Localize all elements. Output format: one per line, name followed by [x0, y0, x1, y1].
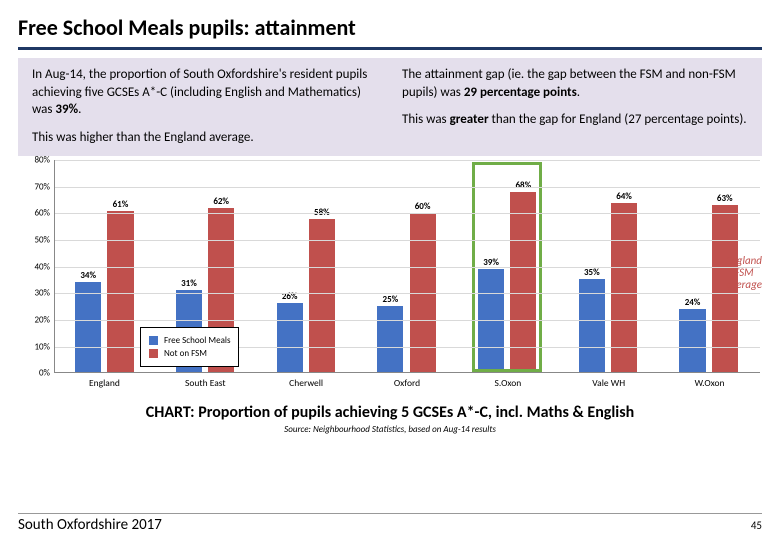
gridline	[55, 187, 760, 188]
bar-value-label: 63%	[712, 193, 738, 204]
page: Free School Meals pupils: attainment In …	[0, 0, 780, 540]
info-left: In Aug-14, the proportion of South Oxfor…	[32, 66, 378, 146]
gridline	[55, 240, 760, 241]
y-tick: 80%	[34, 155, 50, 166]
x-label: Vale WH	[558, 373, 659, 395]
y-tick: 30%	[34, 288, 50, 299]
bar-value-label: 60%	[410, 201, 436, 212]
x-label: Cherwell	[256, 373, 357, 395]
side-label: England FSM average	[726, 255, 762, 291]
legend-swatch	[149, 336, 158, 345]
bar-value-label: 31%	[176, 278, 202, 289]
legend-row: Not on FSM	[149, 348, 230, 359]
footer-left: South Oxfordshire 2017	[18, 516, 162, 534]
info-right: The attainment gap (ie. the gap between …	[402, 66, 748, 146]
y-tick: 70%	[34, 181, 50, 192]
title-rule	[18, 47, 762, 50]
source-note: Source: Neighbourhood Statistics, based …	[18, 424, 762, 435]
bar-value-label: 61%	[107, 199, 133, 210]
bar-fsm: 24%	[679, 309, 705, 373]
gridline	[55, 267, 760, 268]
gridline	[55, 293, 760, 294]
bar-notfsm: 68%	[510, 192, 536, 372]
legend-row: Free School Meals	[149, 335, 230, 346]
bar-value-label: 58%	[309, 207, 335, 218]
info-left-p1: In Aug-14, the proportion of South Oxfor…	[32, 66, 378, 119]
attainment-chart: 0%10%20%30%40%50%60%70%80% 34%61%31%62%2…	[20, 160, 760, 395]
info-right-p2: This was greater than the gap for Englan…	[402, 111, 748, 129]
x-label: South East	[155, 373, 256, 395]
x-label: Oxford	[357, 373, 458, 395]
bar-value-label: 25%	[377, 294, 403, 305]
info-right-p1: The attainment gap (ie. the gap between …	[402, 66, 748, 101]
bar-notfsm: 58%	[309, 219, 335, 373]
bar-value-label: 68%	[510, 180, 536, 191]
footer: South Oxfordshire 2017 45	[18, 513, 762, 534]
x-axis-labels: EnglandSouth EastCherwellOxfordS.OxonVal…	[54, 373, 760, 395]
x-label: S.Oxon	[457, 373, 558, 395]
gridline	[55, 213, 760, 214]
x-label: England	[54, 373, 155, 395]
bar-fsm: 26%	[277, 303, 303, 372]
y-tick: 0%	[39, 368, 50, 379]
bar-value-label: 24%	[679, 297, 705, 308]
y-tick: 20%	[34, 314, 50, 325]
bar-value-label: 35%	[579, 267, 605, 278]
bar-value-label: 64%	[611, 191, 637, 202]
page-number: 45	[751, 519, 762, 532]
page-title: Free School Meals pupils: attainment	[18, 14, 762, 41]
bar-notfsm: 61%	[107, 211, 133, 373]
y-tick: 60%	[34, 208, 50, 219]
bar-value-label: 62%	[208, 196, 234, 207]
legend-swatch	[149, 349, 158, 358]
gridline	[55, 320, 760, 321]
bar-fsm: 25%	[377, 306, 403, 372]
info-left-p2: This was higher than the England average…	[32, 129, 378, 147]
legend-label: Not on FSM	[164, 348, 207, 359]
x-label: W.Oxon	[659, 373, 760, 395]
y-tick: 10%	[34, 341, 50, 352]
chart-caption: CHART: Proportion of pupils achieving 5 …	[18, 403, 762, 422]
legend-label: Free School Meals	[164, 335, 230, 346]
gridline	[55, 160, 760, 161]
legend: Free School Meals Not on FSM	[140, 327, 239, 367]
bar-fsm: 34%	[75, 282, 101, 372]
y-tick: 50%	[34, 235, 50, 246]
info-box: In Aug-14, the proportion of South Oxfor…	[18, 58, 762, 156]
y-axis: 0%10%20%30%40%50%60%70%80%	[20, 160, 54, 373]
y-tick: 40%	[34, 261, 50, 272]
bar-value-label: 34%	[75, 270, 101, 281]
